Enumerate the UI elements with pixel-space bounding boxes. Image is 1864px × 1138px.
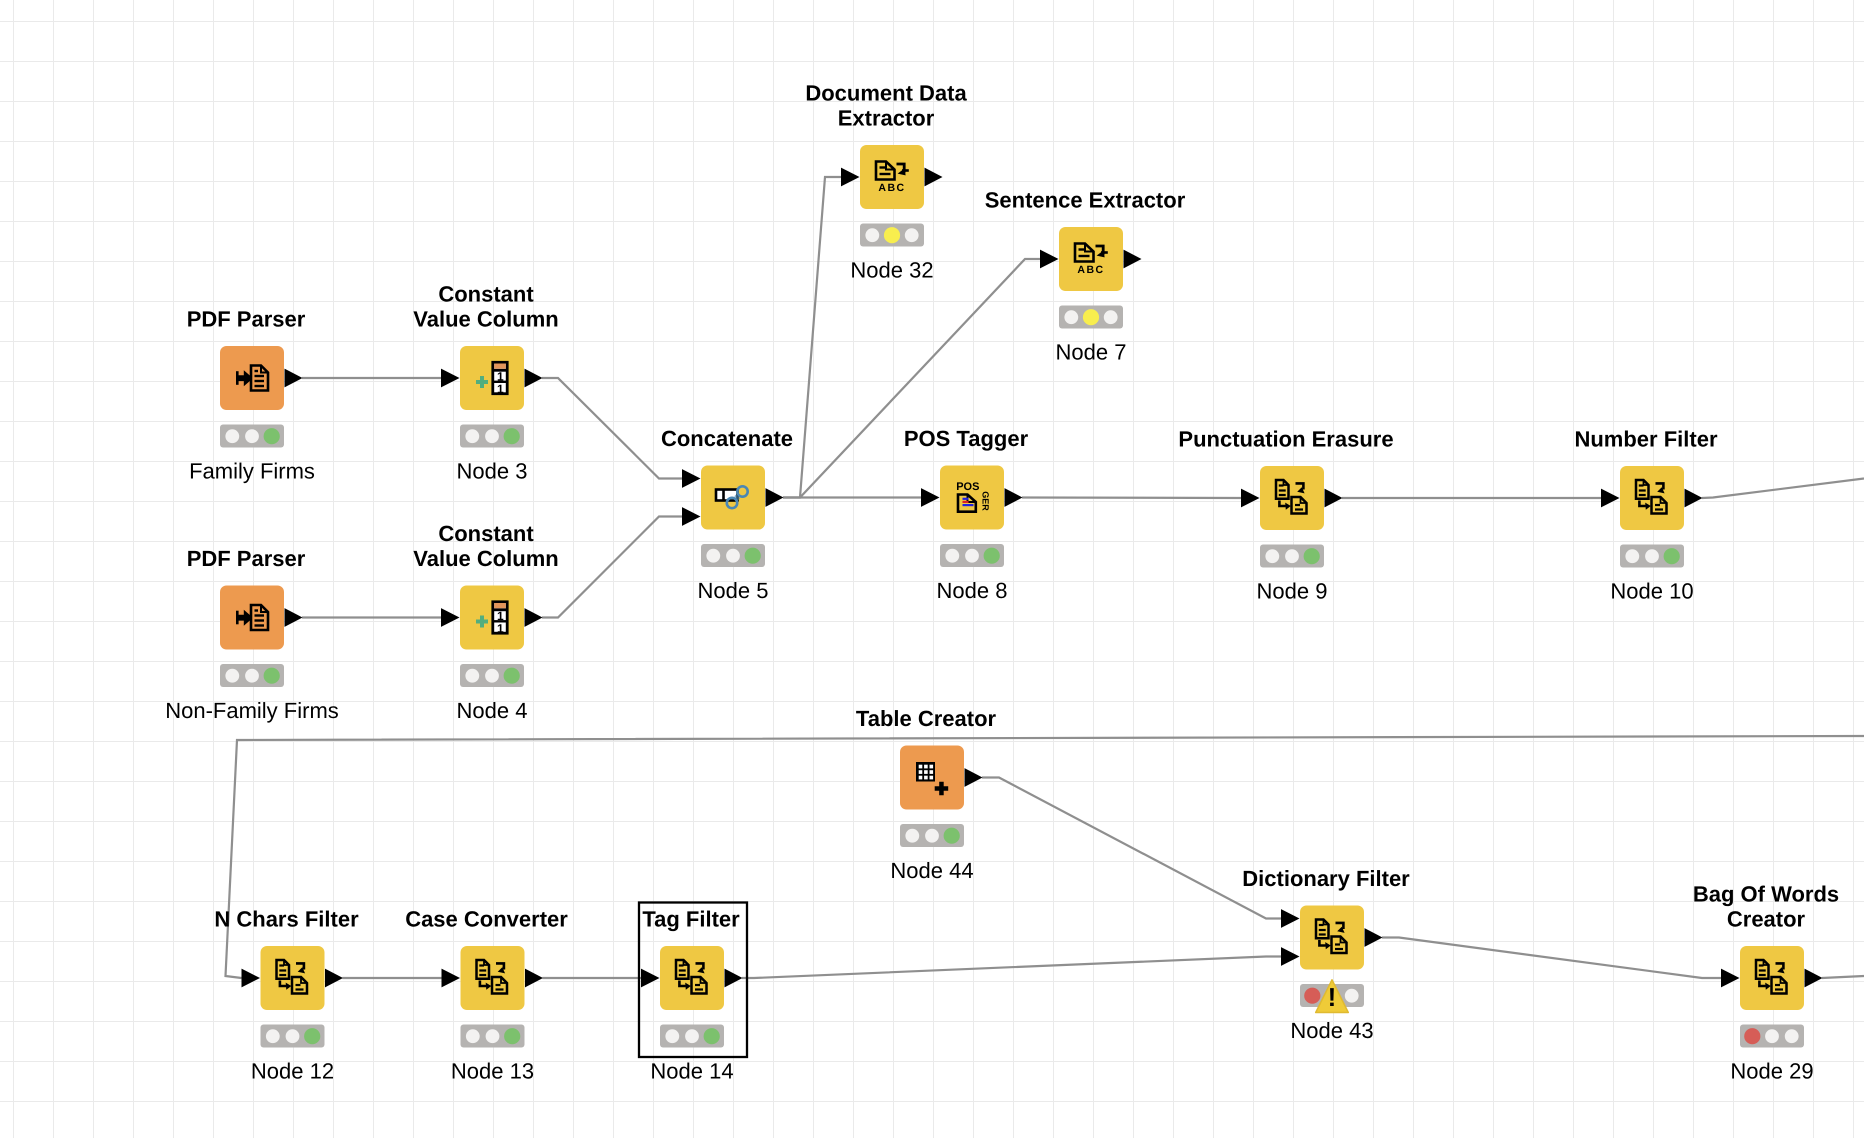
- svg-text:Document Data: Document Data: [805, 81, 967, 106]
- svg-text:Node 7: Node 7: [1056, 340, 1127, 365]
- svg-text:Node 4: Node 4: [457, 698, 528, 723]
- svg-text:Bag Of Words: Bag Of Words: [1693, 882, 1839, 907]
- svg-text:N Chars Filter: N Chars Filter: [214, 907, 359, 932]
- svg-text:Family Firms: Family Firms: [189, 459, 315, 484]
- svg-text:Node 5: Node 5: [698, 578, 769, 603]
- svg-text:Node 9: Node 9: [1257, 579, 1328, 604]
- svg-text:!: !: [1328, 982, 1337, 1012]
- svg-text:Node 44: Node 44: [890, 858, 973, 883]
- svg-text:Dictionary Filter: Dictionary Filter: [1242, 866, 1410, 891]
- svg-text:Table Creator: Table Creator: [856, 706, 997, 731]
- svg-text:ABC: ABC: [1077, 264, 1104, 276]
- svg-text:POS: POS: [956, 481, 979, 493]
- svg-text:Non-Family Firms: Non-Family Firms: [165, 698, 339, 723]
- svg-text:Node 14: Node 14: [650, 1059, 733, 1084]
- svg-text:Node 13: Node 13: [451, 1059, 534, 1084]
- svg-text:Node 43: Node 43: [1290, 1018, 1373, 1043]
- svg-text:Sentence Extractor: Sentence Extractor: [985, 188, 1186, 213]
- svg-text:Concatenate: Concatenate: [661, 426, 793, 451]
- svg-text:Tag Filter: Tag Filter: [642, 907, 740, 932]
- svg-text:PDF Parser: PDF Parser: [187, 307, 306, 332]
- svg-text:1: 1: [497, 621, 504, 635]
- svg-text:Constant: Constant: [438, 282, 534, 307]
- svg-text:Constant: Constant: [438, 521, 534, 546]
- svg-text:PDF Parser: PDF Parser: [187, 546, 306, 571]
- svg-text:Node 8: Node 8: [937, 578, 1008, 603]
- svg-text:1: 1: [497, 382, 504, 396]
- svg-text:Number Filter: Number Filter: [1574, 427, 1717, 452]
- svg-text:Node 29: Node 29: [1730, 1059, 1813, 1084]
- svg-text:POS Tagger: POS Tagger: [904, 426, 1029, 451]
- svg-text:1: 1: [497, 609, 504, 623]
- svg-text:Case Converter: Case Converter: [405, 907, 568, 932]
- svg-text:Creator: Creator: [1727, 907, 1806, 932]
- svg-text:Node 12: Node 12: [251, 1059, 334, 1084]
- svg-text:Node 10: Node 10: [1610, 579, 1693, 604]
- svg-text:Value Column: Value Column: [413, 546, 558, 571]
- svg-text:1: 1: [497, 370, 504, 384]
- svg-text:Punctuation Erasure: Punctuation Erasure: [1178, 427, 1393, 452]
- svg-text:Node 3: Node 3: [457, 459, 528, 484]
- svg-text:Extractor: Extractor: [838, 106, 935, 131]
- svg-text:GER: GER: [980, 491, 990, 511]
- svg-text:Node 32: Node 32: [850, 258, 933, 283]
- svg-text:Value Column: Value Column: [413, 307, 558, 332]
- svg-text:ABC: ABC: [878, 182, 905, 194]
